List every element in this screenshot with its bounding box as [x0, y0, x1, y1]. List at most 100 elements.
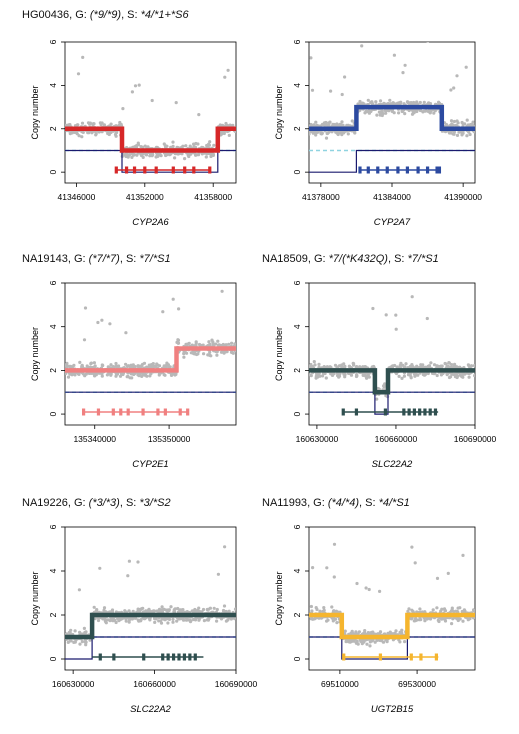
- title-star: *4/*1+*S6: [140, 9, 189, 21]
- exon-mark: [188, 653, 192, 661]
- exon-mark: [412, 408, 416, 416]
- y-tick-label: 4: [48, 324, 58, 329]
- title-s-label: , S:: [359, 497, 379, 509]
- y-tick-label: 2: [292, 368, 302, 373]
- exon-mark: [419, 653, 423, 661]
- y-tick-label: 2: [48, 368, 58, 373]
- exon-mark: [409, 653, 413, 661]
- exon-mark: [182, 653, 187, 661]
- exon-mark: [81, 408, 86, 416]
- exon-mark: [435, 166, 439, 174]
- y-tick-label: 6: [292, 280, 302, 285]
- gene-model: [81, 408, 190, 416]
- exon-mark: [166, 653, 170, 661]
- title-s-label: , S:: [119, 253, 140, 265]
- x-tick-label: 41352000: [126, 192, 164, 202]
- plot-frame: [308, 526, 476, 671]
- exon-mark: [163, 408, 167, 416]
- exon-mark: [111, 408, 115, 416]
- panel-title: NA11993, G: (*4/*4), S: *4/*S1: [262, 497, 410, 509]
- panel-title: HG00436, G: (*9/*9), S: *4/*1+*S6: [22, 9, 189, 21]
- structure-line: [65, 149, 236, 173]
- x-tick-label: 41390000: [444, 192, 482, 202]
- exon-mark: [418, 408, 422, 416]
- title-sample: NA19143: [22, 253, 68, 265]
- gene-name-label: CYP2A7: [374, 217, 411, 228]
- exon-mark: [112, 653, 116, 661]
- title-g-label: , G:: [307, 497, 328, 509]
- title-g-label: , G:: [67, 497, 89, 509]
- exon-mark: [114, 166, 118, 174]
- copy-number-points: [65, 55, 236, 161]
- copy-number-fit: [65, 346, 236, 373]
- plot-frame: [308, 282, 476, 426]
- copy-number-points: [309, 42, 475, 140]
- title-star: *4/*S1: [378, 497, 410, 509]
- copy-number-fit: [309, 368, 475, 395]
- gene-model: [92, 653, 204, 661]
- y-axis-label: Copy number: [30, 85, 40, 139]
- panel-title: NA19143, G: (*7/*7), S: *7/*S1: [22, 253, 171, 265]
- y-tick-label: 0: [292, 170, 302, 175]
- copy-number-fit: [309, 612, 475, 640]
- panel-5: 0 2 4 6 Copy number 160630000 160660000 1606900…: [30, 524, 258, 715]
- exon-mark: [425, 166, 430, 174]
- exon-mark: [341, 408, 345, 416]
- exon-mark: [437, 166, 442, 174]
- y-tick-label: 2: [292, 612, 302, 617]
- exon-mark: [433, 408, 438, 416]
- structure-line: [309, 636, 475, 660]
- title-s-label: , S:: [121, 9, 141, 21]
- y-tick-label: 0: [292, 656, 302, 661]
- exon-mark: [407, 408, 411, 416]
- exon-mark: [132, 166, 137, 174]
- y-tick-label: 0: [292, 411, 302, 416]
- gene-model: [341, 408, 439, 416]
- exon-mark: [156, 408, 160, 416]
- panel-4: 0 2 4 6 Copy number 160630000 160660000 1606900…: [274, 280, 497, 470]
- exon-mark: [186, 408, 190, 416]
- exon-mark: [126, 408, 130, 416]
- structure-line: [65, 636, 236, 660]
- exon-mark: [193, 653, 197, 661]
- exon-mark: [358, 166, 362, 174]
- x-tick-label: 160630000: [296, 434, 339, 444]
- exon-mark: [376, 166, 380, 174]
- y-tick-label: 4: [292, 324, 302, 329]
- exon-mark: [142, 653, 146, 661]
- exon-mark: [434, 653, 438, 661]
- title-s-label: , S:: [387, 253, 408, 265]
- exon-mark: [378, 653, 383, 661]
- title-sample: NA18509: [262, 253, 308, 265]
- structure-line: [309, 149, 475, 173]
- gene-name-label: CYP2E1: [132, 459, 168, 470]
- y-tick-label: 4: [48, 83, 58, 88]
- copy-number-points: [309, 542, 475, 648]
- exon-mark: [428, 408, 432, 416]
- title-genotype: *7/(*K432Q): [328, 253, 388, 265]
- panel-title: NA18509, G: *7/(*K432Q), S: *7/*S1: [262, 253, 439, 265]
- y-axis-label: Copy number: [274, 571, 284, 625]
- exon-mark: [416, 166, 420, 174]
- exon-mark: [396, 166, 400, 174]
- y-tick-label: 4: [48, 568, 58, 573]
- gene-name-label: CYP2A6: [132, 217, 169, 228]
- exon-mark: [423, 408, 427, 416]
- exon-mark: [98, 653, 102, 661]
- exon-mark: [161, 653, 165, 661]
- y-tick-label: 6: [48, 524, 58, 529]
- y-tick-label: 2: [48, 612, 58, 617]
- x-tick-label: 160660000: [133, 679, 176, 689]
- y-tick-label: 6: [48, 39, 58, 44]
- panel-6: 0 2 4 6 Copy number 69510000 69530000 UGT2B15: [274, 524, 476, 715]
- gene-name-label: SLC22A2: [130, 704, 171, 715]
- panel-2: 0 2 4 6 Copy number 41378000 41384000 41390000 C…: [274, 39, 482, 228]
- y-axis-label: Copy number: [30, 571, 40, 625]
- exon-mark: [183, 166, 187, 174]
- y-tick-label: 4: [292, 83, 302, 88]
- y-tick-label: 6: [48, 280, 58, 285]
- exon-mark: [385, 166, 389, 174]
- title-g-label: , G:: [307, 253, 329, 265]
- exon-mark: [366, 166, 370, 174]
